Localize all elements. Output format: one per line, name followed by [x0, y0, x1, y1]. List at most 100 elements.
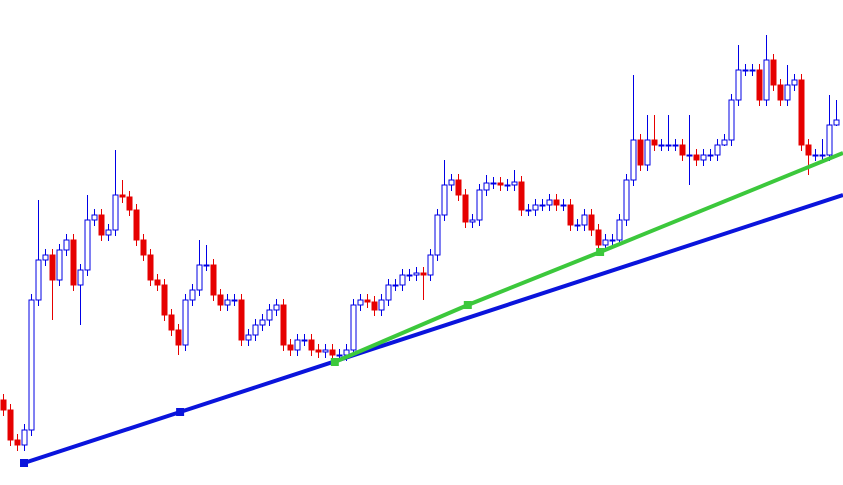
- candle-body: [441, 184, 448, 216]
- candle-body: [231, 299, 238, 302]
- candle-body: [189, 289, 196, 301]
- candle-body: [245, 334, 252, 341]
- candle-body: [315, 349, 322, 353]
- trend-anchor: [596, 248, 605, 256]
- candle-body: [413, 272, 420, 276]
- candle-body: [140, 239, 147, 256]
- candle-body: [0, 399, 7, 411]
- candle-body: [749, 69, 756, 72]
- candle-body: [399, 274, 406, 286]
- candle-body: [602, 239, 609, 246]
- trend-anchor: [176, 408, 185, 416]
- candle-body: [294, 339, 301, 351]
- candle-body: [777, 84, 784, 101]
- candle-body: [504, 184, 511, 187]
- candle-body: [203, 264, 210, 267]
- candle-body: [476, 189, 483, 221]
- candle-body: [350, 304, 357, 351]
- candle-body: [826, 124, 833, 156]
- candle-body: [385, 284, 392, 301]
- candle-body: [784, 84, 791, 101]
- trend-anchor: [463, 301, 472, 309]
- candle-body: [686, 154, 693, 157]
- candle-body: [273, 304, 280, 311]
- candle-body: [665, 144, 672, 147]
- candle-body: [210, 264, 217, 296]
- candle-body: [651, 139, 658, 146]
- candle-body: [112, 194, 119, 231]
- candle-body: [525, 209, 532, 212]
- candle-body: [469, 219, 476, 223]
- candle-body: [462, 194, 469, 223]
- trend-line: [23, 193, 843, 465]
- candle-body: [560, 204, 567, 207]
- candle-body: [728, 99, 735, 141]
- candle-body: [287, 344, 294, 351]
- candle-body: [518, 181, 525, 211]
- candle-body: [742, 69, 749, 72]
- candle-body: [49, 254, 56, 281]
- candle-body: [427, 254, 434, 276]
- candle-body: [616, 219, 623, 241]
- candle-body: [35, 259, 42, 301]
- candle-body: [98, 214, 105, 236]
- candle-body: [105, 229, 112, 236]
- trend-line: [334, 151, 843, 364]
- candle-body: [735, 69, 742, 101]
- candle-body: [490, 182, 497, 185]
- candle-body: [770, 59, 777, 86]
- candle-body: [21, 429, 28, 446]
- candle-body: [630, 139, 637, 181]
- candle-body: [623, 179, 630, 221]
- candle-body: [119, 194, 126, 198]
- candle-body: [819, 154, 826, 157]
- candle-body: [539, 204, 546, 207]
- candle-body: [252, 324, 259, 336]
- candle-body: [364, 299, 371, 303]
- candle-body: [280, 304, 287, 346]
- candle-body: [644, 139, 651, 166]
- candle-body: [434, 214, 441, 256]
- candle-body: [721, 139, 728, 146]
- candle-body: [70, 239, 77, 286]
- candle-body: [77, 269, 84, 286]
- candle-body: [483, 182, 490, 191]
- candle-body: [588, 214, 595, 231]
- candle-body: [756, 69, 763, 101]
- candle-body: [700, 154, 707, 161]
- candle-body: [28, 299, 35, 431]
- candle-body: [259, 319, 266, 326]
- candle-body: [497, 182, 504, 186]
- candle-body: [574, 224, 581, 227]
- candle-body: [84, 219, 91, 271]
- candle-body: [546, 199, 553, 206]
- candle-body: [266, 309, 273, 321]
- candle-body: [679, 144, 686, 156]
- candle-body: [714, 144, 721, 156]
- candle-body: [567, 204, 574, 226]
- candle-body: [133, 209, 140, 241]
- candle-body: [609, 239, 616, 242]
- candle-body: [371, 301, 378, 311]
- candle-body: [322, 349, 329, 353]
- candle-body: [553, 199, 560, 206]
- candle-body: [147, 254, 154, 281]
- candle-body: [196, 264, 203, 291]
- candle-body: [707, 154, 714, 157]
- trend-anchor: [20, 459, 29, 467]
- candle-body: [406, 274, 413, 277]
- candle-body: [763, 59, 770, 101]
- candle-body: [91, 214, 98, 221]
- candle-body: [14, 439, 21, 446]
- candle-body: [581, 214, 588, 226]
- candle-body: [154, 279, 161, 286]
- candle-body: [532, 204, 539, 211]
- candle-body: [217, 294, 224, 306]
- candle-body: [833, 119, 840, 126]
- candle-body: [175, 329, 182, 346]
- candle-body: [336, 354, 343, 357]
- candle-body: [182, 299, 189, 346]
- candle-body: [693, 154, 700, 161]
- candle-body: [420, 272, 427, 276]
- candle-body: [56, 249, 63, 281]
